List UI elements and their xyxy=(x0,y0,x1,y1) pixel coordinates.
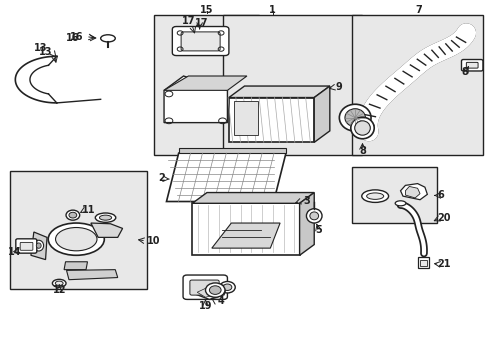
Bar xyxy=(419,260,426,266)
Polygon shape xyxy=(299,193,314,255)
Text: 2: 2 xyxy=(158,173,164,183)
Bar xyxy=(228,98,314,142)
FancyBboxPatch shape xyxy=(16,239,37,253)
Bar xyxy=(351,15,483,155)
Text: 14: 14 xyxy=(8,247,21,257)
Ellipse shape xyxy=(394,201,405,206)
Ellipse shape xyxy=(48,223,104,255)
Ellipse shape xyxy=(361,190,388,202)
Text: 16: 16 xyxy=(69,32,83,41)
Ellipse shape xyxy=(354,121,369,135)
Polygon shape xyxy=(192,193,314,203)
Polygon shape xyxy=(405,186,419,198)
Text: 21: 21 xyxy=(437,259,450,269)
Polygon shape xyxy=(178,148,285,153)
Text: 6: 6 xyxy=(436,190,443,201)
Circle shape xyxy=(209,286,221,294)
Text: 9: 9 xyxy=(335,82,341,92)
Text: 19: 19 xyxy=(198,301,212,311)
Polygon shape xyxy=(64,262,87,270)
Polygon shape xyxy=(228,86,329,98)
Ellipse shape xyxy=(344,109,365,127)
Ellipse shape xyxy=(309,212,318,220)
Polygon shape xyxy=(91,223,122,237)
Ellipse shape xyxy=(99,215,111,220)
FancyBboxPatch shape xyxy=(172,27,228,55)
Text: 3: 3 xyxy=(303,196,310,206)
Text: 17: 17 xyxy=(194,18,208,28)
FancyBboxPatch shape xyxy=(466,62,477,68)
Text: 15: 15 xyxy=(200,5,213,15)
Ellipse shape xyxy=(350,117,373,139)
FancyBboxPatch shape xyxy=(183,275,227,300)
Polygon shape xyxy=(211,223,280,248)
Polygon shape xyxy=(31,232,47,260)
Circle shape xyxy=(69,212,77,218)
Ellipse shape xyxy=(339,104,370,131)
Text: 5: 5 xyxy=(314,225,321,235)
Circle shape xyxy=(205,283,224,297)
Bar xyxy=(10,171,147,289)
FancyBboxPatch shape xyxy=(181,32,220,51)
Text: 1: 1 xyxy=(269,5,276,15)
Text: 17: 17 xyxy=(182,17,195,27)
Text: 12: 12 xyxy=(52,285,66,296)
Polygon shape xyxy=(163,76,227,123)
Text: 11: 11 xyxy=(81,205,95,215)
Polygon shape xyxy=(66,270,118,280)
Polygon shape xyxy=(233,101,258,135)
Bar xyxy=(192,203,299,255)
Text: 4: 4 xyxy=(217,296,224,306)
Ellipse shape xyxy=(52,279,66,287)
Text: 13: 13 xyxy=(39,47,53,57)
Text: 13: 13 xyxy=(34,43,47,53)
Ellipse shape xyxy=(366,193,383,199)
Ellipse shape xyxy=(34,240,43,251)
Polygon shape xyxy=(400,184,427,200)
FancyBboxPatch shape xyxy=(20,242,33,250)
Polygon shape xyxy=(163,76,246,90)
Polygon shape xyxy=(314,86,329,142)
Ellipse shape xyxy=(55,281,63,285)
Bar xyxy=(154,15,259,155)
FancyBboxPatch shape xyxy=(189,280,219,295)
Polygon shape xyxy=(192,284,226,300)
FancyBboxPatch shape xyxy=(461,59,482,71)
Ellipse shape xyxy=(95,213,116,222)
Ellipse shape xyxy=(101,35,115,42)
Circle shape xyxy=(223,284,231,291)
Ellipse shape xyxy=(56,228,97,251)
Text: 8: 8 xyxy=(358,146,365,156)
Circle shape xyxy=(66,210,80,220)
Text: 10: 10 xyxy=(146,236,160,246)
Ellipse shape xyxy=(306,209,322,223)
Polygon shape xyxy=(197,287,219,297)
Text: 8: 8 xyxy=(461,67,468,77)
Text: 20: 20 xyxy=(437,213,450,222)
Text: 7: 7 xyxy=(415,5,422,15)
Polygon shape xyxy=(166,153,285,202)
Bar xyxy=(351,167,436,223)
Bar xyxy=(222,15,361,155)
Bar xyxy=(417,257,428,268)
Circle shape xyxy=(219,282,235,293)
Ellipse shape xyxy=(36,243,41,248)
Text: 16: 16 xyxy=(66,33,80,43)
